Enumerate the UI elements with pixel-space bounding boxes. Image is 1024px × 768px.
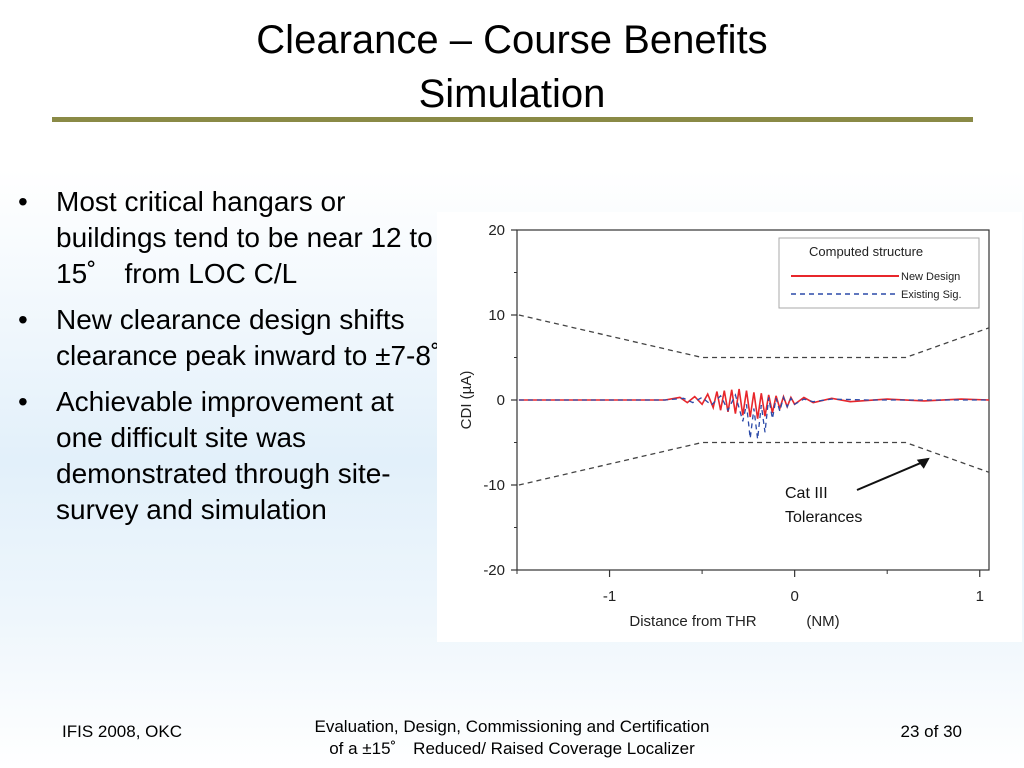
series-line-new-design — [518, 388, 990, 419]
y-tick-label: -10 — [483, 477, 505, 494]
slide-title-line-2: Simulation — [418, 72, 606, 116]
annotation-text-line-2: Tolerances — [785, 509, 862, 526]
series-line-upper-tolerance — [518, 314, 990, 359]
bullet-list: • Most critical hangars or buildings ten… — [18, 184, 443, 538]
footer-title-line-2: of a ±15˚ Reduced/ Raised Coverage Local… — [329, 739, 695, 758]
bullet-item: • Most critical hangars or buildings ten… — [18, 184, 443, 292]
legend-box — [778, 237, 980, 309]
series-line-lower-tolerance — [518, 441, 990, 486]
bullet-text: Achievable improvement at one difficult … — [56, 386, 394, 525]
footer-title-line-1: Evaluation, Design, Commissioning and Ce… — [314, 717, 710, 736]
bullet-text: New clearance design shifts clearance pe… — [56, 304, 441, 371]
annotation-arrowhead — [916, 457, 930, 469]
bullet-dot-icon: • — [18, 186, 28, 217]
series-line-existing-sig — [518, 393, 989, 440]
slide-title-line-1: Clearance – Course Benefits — [256, 18, 768, 62]
legend-title: Computed structure — [809, 244, 923, 259]
annotation-arrow-line — [856, 459, 927, 491]
footer-conference: IFIS 2008, OKC — [62, 722, 182, 741]
x-axis-unit-label: (NM) — [806, 613, 839, 630]
footer-title: Evaluation, Design, Commissioning and Ce… — [262, 716, 762, 760]
y-tick-label: 0 — [497, 392, 505, 409]
x-tick-label: 1 — [976, 588, 984, 605]
bullet-dot-icon: • — [18, 304, 28, 335]
legend-label-existing-sig: Existing Sig. — [901, 289, 962, 301]
bullet-dot-icon: • — [18, 386, 28, 417]
y-tick-label: 10 — [488, 307, 505, 324]
annotation-text-line-1: Cat III — [785, 485, 828, 502]
x-axis-label: Distance from THR — [629, 613, 756, 630]
title-divider — [52, 117, 973, 122]
y-axis-label: CDI (µA) — [458, 371, 475, 430]
y-tick-label: -20 — [483, 562, 505, 579]
bullet-text: Most critical hangars or buildings tend … — [56, 186, 433, 289]
x-tick-label: 0 — [790, 588, 798, 605]
footer-page-number: 23 of 30 — [900, 722, 962, 741]
legend-label-new-design: New Design — [901, 271, 960, 283]
x-tick-label: -1 — [603, 588, 616, 605]
bullet-item: • New clearance design shifts clearance … — [18, 302, 443, 374]
y-tick-label: 20 — [488, 222, 505, 239]
bullet-item: • Achievable improvement at one difficul… — [18, 384, 443, 528]
cdi-chart: 20 10 0 -10 -20 -1 0 1 Distance from THR (NM) CDI … — [437, 212, 1022, 642]
